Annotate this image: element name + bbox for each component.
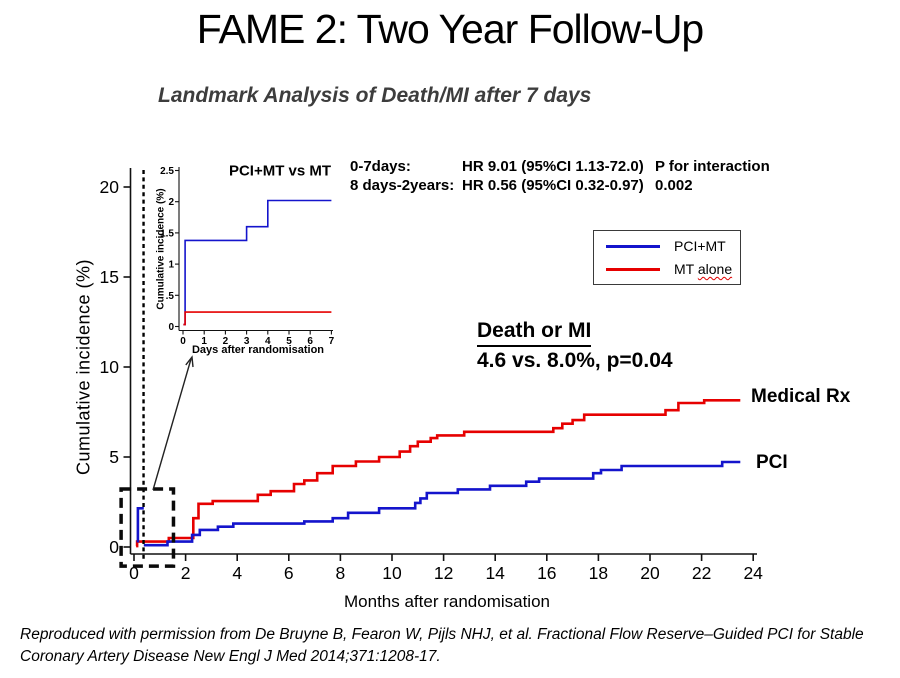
inset-x-tick-label: 3 — [244, 336, 250, 347]
inset-y-tick-label: 2.5 — [160, 166, 174, 177]
pci-mt-line-swatch — [606, 244, 660, 248]
main-x-tick-label: 10 — [382, 563, 402, 583]
main-x-tick-label: 18 — [589, 563, 608, 583]
medical-rx-curve-label: Medical Rx — [751, 386, 851, 407]
main-x-tick-label: 12 — [434, 563, 453, 583]
legend-box: PCI+MT MT alone — [593, 230, 741, 285]
citation-line-1: Reproduced with permission from De Bruyn… — [20, 626, 864, 643]
main-curve-medical-rx-mt-alone- — [135, 399, 741, 548]
citation-footnote: Reproduced with permission from De Bruyn… — [20, 624, 880, 668]
inset-y-tick-label: 1 — [168, 260, 174, 271]
mt-alone-wavy-word: alone — [697, 261, 733, 277]
main-x-tick-label: 22 — [692, 563, 711, 583]
result-annotation: Death or MI 4.6 vs. 8.0%, p=0.04 — [477, 317, 673, 374]
mt-alone-line-swatch — [606, 267, 660, 271]
inset-y-axis-label: Cumulative incidence (%) — [155, 188, 167, 310]
main-x-tick-label: 6 — [284, 563, 294, 583]
inset-y-tick-label: 0 — [168, 322, 174, 333]
hr-early-label: 0-7days: — [350, 158, 411, 175]
main-x-tick-label: 20 — [640, 563, 660, 583]
zoom-arrow-head — [185, 355, 194, 368]
subtitle: Landmark Analysis of Death/MI after 7 da… — [158, 84, 592, 107]
hazard-ratio-block: 0-7days: HR 9.01 (95%CI 1.13-72.0) 8 days… — [350, 157, 644, 195]
page-title: FAME 2: Two Year Follow-Up — [196, 6, 704, 52]
main-x-tick-label: 0 — [129, 563, 139, 583]
main-x-tick-label: 2 — [181, 563, 191, 583]
hr-early-value: HR 9.01 (95%CI 1.13-72.0) — [462, 158, 644, 175]
inset-x-tick-label: 0 — [180, 336, 186, 347]
main-x-tick-label: 8 — [336, 563, 346, 583]
p-interaction-block: P for interaction 0.002 — [655, 157, 770, 195]
inset-y-tick-label: 1.5 — [160, 228, 174, 239]
main-x-tick-label: 16 — [537, 563, 556, 583]
inset-x-tick-label: 4 — [265, 336, 271, 347]
legend-item-pci-mt: PCI+MT — [594, 238, 740, 254]
main-x-tick-label: 4 — [232, 563, 242, 583]
mt-alone-legend-label: MT alone — [674, 261, 733, 277]
hr-late-value: HR 0.56 (95%CI 0.32-0.97) — [462, 177, 644, 194]
inset-x-tick-label: 2 — [223, 336, 229, 347]
main-y-tick-label: 0 — [109, 537, 119, 557]
main-x-tick-label: 14 — [485, 563, 505, 583]
p-interaction-label: P for interaction — [655, 158, 770, 175]
inset-x-tick-label: 7 — [329, 336, 335, 347]
inset-curve-pci-mt — [183, 199, 332, 326]
main-y-axis-label: Cumulative incidence (%) — [73, 258, 94, 476]
inset-y-tick-label: .5 — [166, 291, 175, 302]
inset-curve-mt-alone — [183, 311, 332, 326]
result-detail: 4.6 vs. 8.0%, p=0.04 — [477, 349, 673, 372]
inset-x-axis-label: Days after randomisation — [191, 344, 325, 356]
inset-x-tick-label: 6 — [307, 336, 313, 347]
result-heading: Death or MI — [477, 317, 592, 347]
main-curve-pci-pci-mt-landmark-after-7-days — [143, 460, 741, 547]
inset-chart-title: PCI+MT vs MT — [228, 162, 332, 180]
hr-late-label: 8 days-2years: — [350, 177, 455, 194]
zoom-arrow-shaft — [152, 358, 192, 491]
main-y-tick-label: 15 — [100, 267, 119, 287]
pci-mt-legend-label: PCI+MT — [674, 238, 726, 254]
main-y-tick-label: 20 — [100, 177, 120, 197]
inset-x-tick-label: 1 — [201, 336, 207, 347]
main-x-axis-label: Months after randomisation — [344, 592, 550, 611]
main-curve-pci-mt-days-0-7-spike — [136, 507, 144, 543]
hr-row-late: 8 days-2years: HR 0.56 (95%CI 0.32-0.97) — [350, 176, 644, 195]
inset-y-tick-label: 2 — [168, 197, 174, 208]
hr-row-early: 0-7days: HR 9.01 (95%CI 1.13-72.0) — [350, 157, 644, 176]
citation-line-2: Coronary Artery Disease New Engl J Med 2… — [20, 648, 441, 665]
inset-x-tick-label: 5 — [286, 336, 292, 347]
main-x-tick-label: 24 — [743, 563, 763, 583]
main-y-tick-label: 10 — [100, 357, 120, 377]
legend-item-mt-alone: MT alone — [594, 261, 740, 277]
p-interaction-value: 0.002 — [655, 177, 693, 194]
pci-curve-label: PCI — [756, 452, 788, 473]
main-y-tick-label: 5 — [109, 447, 119, 467]
